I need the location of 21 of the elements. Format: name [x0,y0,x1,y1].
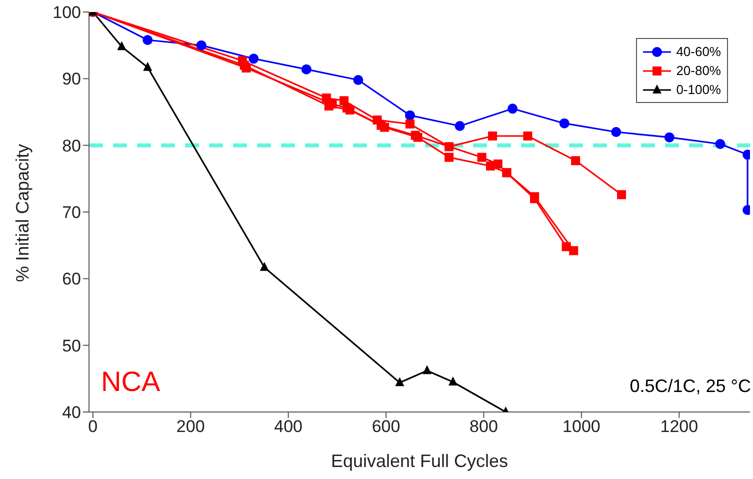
x-tick-label: 1200 [660,417,698,436]
legend-label: 20-80% [676,62,721,80]
y-tick-label: 70 [62,203,81,222]
legend-label: 0-100% [676,81,721,99]
y-tick-label: 40 [62,403,81,422]
y-tick-label: 60 [62,270,81,289]
x-tick-label: 1000 [562,417,600,436]
y-tick-label: 100 [52,3,81,22]
x-tick-label: 600 [372,417,400,436]
y-axis-title: % Initial Capacity [12,144,32,282]
x-axis-title: Equivalent Full Cycles [330,451,508,471]
y-tick-label: 50 [62,336,81,356]
x-tick-label: 0 [88,417,98,436]
legend-label: 40-60% [676,43,721,61]
x-tick-label: 800 [470,417,498,436]
annotation: 0.5C/1C, 25 °C [630,376,751,397]
annotation: NCA [101,366,160,398]
y-tick-label: 80 [62,136,81,156]
y-tick-label: 90 [62,70,81,89]
x-tick-label: 400 [274,417,303,436]
x-tick-label: 200 [176,417,205,436]
